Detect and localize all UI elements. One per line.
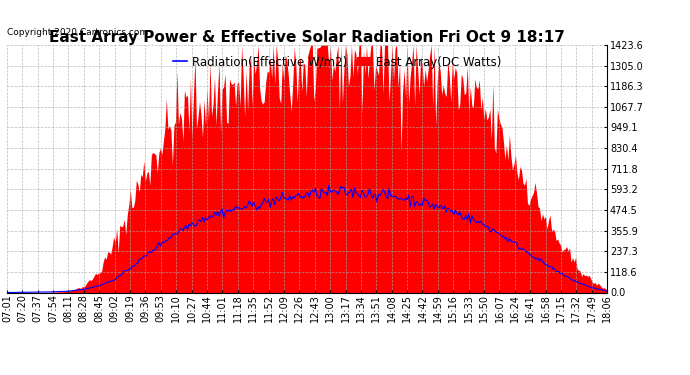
Title: East Array Power & Effective Solar Radiation Fri Oct 9 18:17: East Array Power & Effective Solar Radia…	[49, 30, 565, 45]
Legend: Radiation(Effective W/m2), East Array(DC Watts): Radiation(Effective W/m2), East Array(DC…	[168, 51, 506, 74]
Text: Copyright 2020 Cartronics.com: Copyright 2020 Cartronics.com	[7, 28, 148, 37]
